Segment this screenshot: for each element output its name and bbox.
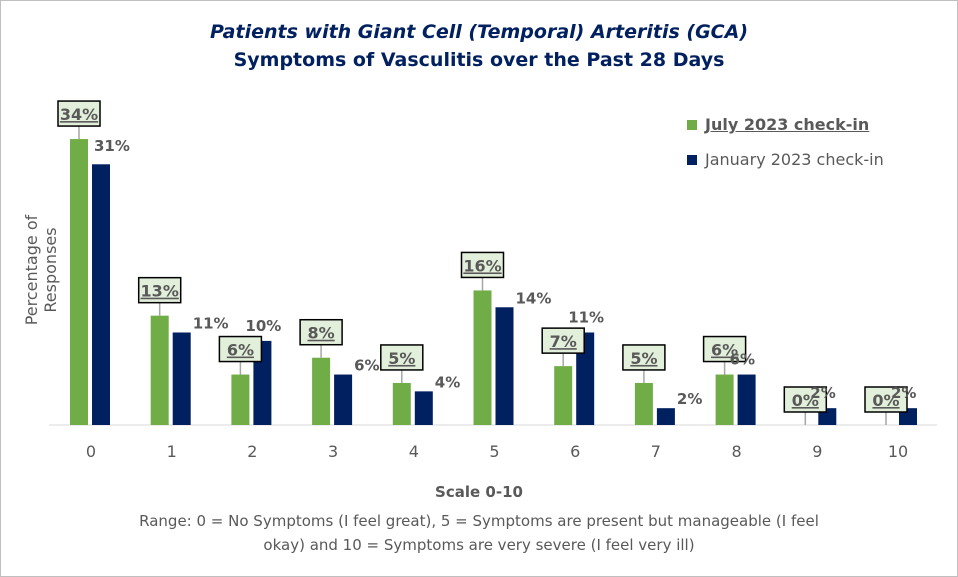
data-label-january: 6% (730, 351, 755, 369)
callout-box (380, 344, 424, 371)
data-label-july: 5% (388, 349, 415, 368)
bar-january (656, 408, 675, 425)
data-label-january: 2% (891, 384, 916, 402)
callout-box (622, 344, 666, 371)
legend-swatch-july (687, 119, 697, 130)
x-tick-label: 8 (732, 442, 742, 461)
x-tick-label: 3 (328, 442, 338, 461)
data-label-january: 2% (677, 390, 702, 408)
callout-box (783, 386, 828, 413)
x-tick-label: 7 (651, 442, 661, 461)
callout-box (702, 335, 747, 363)
bar-january (172, 332, 191, 425)
legend-item-january: January 2023 check-in (687, 150, 884, 169)
data-label-january: 11% (568, 308, 604, 326)
legend-swatch-january (687, 154, 697, 165)
bar-july (392, 382, 411, 425)
bar-january (334, 374, 353, 425)
bar-july (231, 374, 250, 425)
data-label-july: 5% (630, 349, 657, 368)
data-label-july: 7% (550, 332, 577, 351)
data-label-january: 10% (245, 317, 281, 335)
bar-january (92, 164, 110, 426)
bar-january (576, 332, 595, 425)
callout-box (137, 276, 182, 304)
x-axis-label: Scale 0-10 (435, 483, 523, 501)
bar-january (495, 307, 514, 425)
chart-subtitle: Symptoms of Vasculitis over the Past 28 … (233, 49, 725, 71)
legend-item-july: July 2023 check-in (687, 115, 869, 134)
data-label-july: 34% (60, 105, 98, 124)
bar-january (737, 374, 756, 425)
data-label-july: 0% (872, 391, 899, 410)
chart-title: Patients with Giant Cell (Temporal) Arte… (209, 21, 749, 43)
data-label-january: 4% (435, 373, 460, 391)
x-tick-label: 4 (409, 442, 419, 461)
data-label-january: 14% (516, 289, 552, 307)
x-tick-label: 0 (86, 442, 96, 461)
bar-july (70, 139, 88, 425)
data-label-january: 2% (810, 384, 835, 402)
callout-box (460, 251, 505, 279)
data-label-july: 8% (308, 324, 335, 343)
bar-july (150, 315, 169, 425)
scale-note: Range: 0 = No Symptoms (I feel great), 5… (139, 512, 819, 554)
legend-label-january: January 2023 check-in (705, 150, 884, 169)
bar-july (312, 357, 331, 425)
data-label-january: 6% (354, 357, 379, 375)
data-label-july: 6% (227, 341, 254, 360)
bar-july (473, 290, 492, 425)
legend-label-july: July 2023 check-in (705, 115, 870, 134)
bar-july (634, 382, 653, 425)
bar-july (554, 366, 573, 425)
x-tick-label: 1 (167, 442, 177, 461)
x-tick-label: 6 (570, 442, 580, 461)
x-tick-label: 5 (489, 442, 499, 461)
data-label-july: 6% (711, 341, 738, 360)
callout-box (218, 335, 263, 363)
bar-july (715, 374, 734, 425)
x-tick-label: 2 (247, 442, 257, 461)
x-tick-label: 10 (888, 442, 908, 461)
data-label-january: 31% (94, 137, 130, 155)
data-label-july: 0% (792, 391, 819, 410)
callout-box (57, 100, 101, 127)
data-label-july: 13% (141, 282, 179, 301)
bar-january (414, 391, 433, 425)
callout-box (864, 386, 908, 413)
data-label-july: 16% (463, 256, 501, 275)
data-label-january: 11% (193, 314, 229, 332)
callout-box (541, 327, 585, 354)
x-tick-label: 9 (812, 442, 822, 461)
callout-box (299, 318, 343, 346)
